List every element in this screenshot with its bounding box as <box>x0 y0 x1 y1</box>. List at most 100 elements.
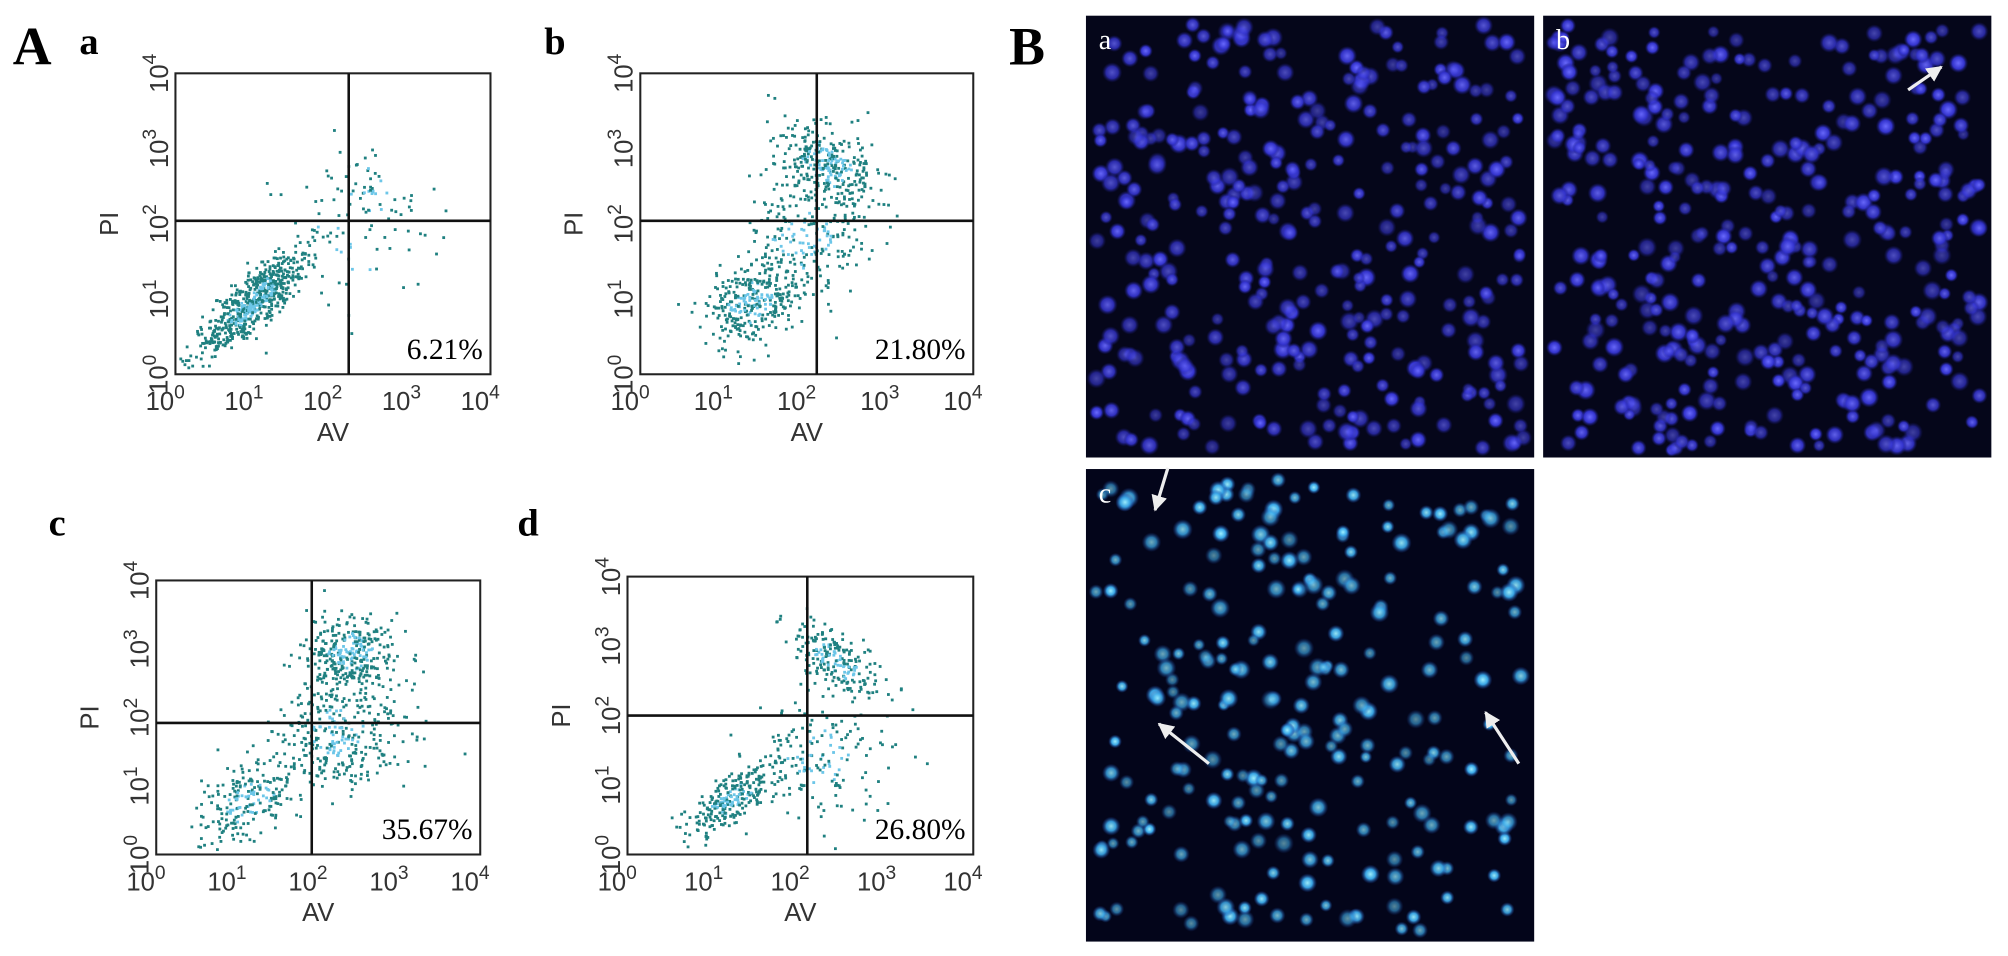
event-dot <box>247 285 250 288</box>
event-dot <box>746 293 750 296</box>
event-dot <box>809 222 813 226</box>
event-dot <box>327 652 331 656</box>
event-dot <box>817 143 821 147</box>
event-dot <box>800 164 804 168</box>
event-dot <box>377 756 381 760</box>
event-dot <box>737 793 741 796</box>
nucleus <box>1788 436 1807 455</box>
event-dot <box>792 195 796 199</box>
event-dot <box>764 246 768 249</box>
event-dot <box>721 328 725 332</box>
event-dot <box>761 325 765 329</box>
tick-exponent: 2 <box>140 204 161 215</box>
nucleus <box>1872 220 1888 237</box>
event-dot <box>826 178 830 182</box>
nucleus <box>1400 263 1420 284</box>
event-dot <box>806 195 810 199</box>
event-dot <box>803 712 807 716</box>
nucleus <box>1952 116 1970 134</box>
event-dot <box>244 300 248 303</box>
event-dot <box>744 281 747 285</box>
x-axis-label: AV <box>784 899 816 927</box>
event-dot <box>866 690 870 694</box>
nucleus <box>1191 103 1210 122</box>
event-dot <box>266 788 270 791</box>
event-dot <box>213 335 217 339</box>
event-dot <box>338 680 342 684</box>
event-dot <box>389 709 393 713</box>
event-dot <box>311 263 315 267</box>
nucleus <box>1260 689 1281 710</box>
event-dot <box>848 687 852 690</box>
tick-base: 10 <box>127 640 155 669</box>
event-dot <box>351 651 355 655</box>
event-dot <box>393 228 397 232</box>
event-dot <box>247 291 251 295</box>
event-dot <box>190 825 194 829</box>
event-dot <box>837 166 841 170</box>
y-tick-label: 103 <box>140 129 174 168</box>
event-dot <box>795 637 798 641</box>
event-dot <box>803 625 807 628</box>
event-dot <box>816 184 820 188</box>
event-dot <box>393 198 397 202</box>
nucleus <box>1261 653 1280 672</box>
nucleus <box>1167 238 1187 258</box>
nucleus <box>1309 123 1326 140</box>
event-dot <box>215 326 218 330</box>
event-dot <box>253 319 257 323</box>
nucleus <box>1701 377 1720 396</box>
event-dot <box>780 709 784 713</box>
event-dot <box>777 212 781 216</box>
event-dot <box>844 736 848 740</box>
event-dot <box>372 733 376 737</box>
event-dot <box>274 813 278 817</box>
nucleus <box>1801 254 1816 270</box>
micrograph-label: a <box>1099 25 1112 56</box>
nucleus <box>1281 224 1299 242</box>
event-dot <box>261 773 265 777</box>
event-dot <box>387 716 390 720</box>
event-dot <box>798 708 802 712</box>
nucleus <box>1119 194 1134 210</box>
nucleus <box>1798 381 1813 395</box>
nucleus <box>1439 520 1459 540</box>
event-dot <box>326 234 330 238</box>
event-dot <box>220 318 224 322</box>
event-dot <box>772 154 775 158</box>
event-dot <box>768 296 772 300</box>
nucleus <box>1614 297 1629 312</box>
event-dot <box>348 765 352 768</box>
event-dot <box>200 814 203 818</box>
x-tick-label: 104 <box>943 383 983 417</box>
event-dot <box>283 275 287 279</box>
event-dot <box>257 303 261 307</box>
event-dot <box>248 325 252 328</box>
nucleus <box>1938 287 1952 301</box>
event-dot <box>277 295 280 298</box>
event-dot <box>228 298 232 301</box>
nucleus <box>1501 517 1521 536</box>
event-dot <box>248 838 252 842</box>
nucleus <box>1497 32 1517 52</box>
nucleus <box>1825 425 1845 445</box>
event-dot <box>721 808 725 812</box>
nucleus <box>1187 48 1202 63</box>
event-dot <box>819 168 823 171</box>
event-dot <box>222 338 226 342</box>
event-dot <box>265 182 269 185</box>
event-dot <box>383 710 386 714</box>
event-dot <box>250 779 254 783</box>
event-dot <box>358 706 362 709</box>
event-dot <box>812 736 816 740</box>
event-dot <box>860 176 864 180</box>
event-dot <box>187 359 191 362</box>
nucleus <box>1215 635 1231 651</box>
event-dot <box>810 175 814 179</box>
event-dot <box>787 147 791 151</box>
event-dot <box>329 231 333 235</box>
nucleus <box>1215 35 1232 52</box>
x-tick-label: 102 <box>771 863 810 897</box>
nucleus <box>1478 81 1495 99</box>
event-dot <box>848 650 851 654</box>
